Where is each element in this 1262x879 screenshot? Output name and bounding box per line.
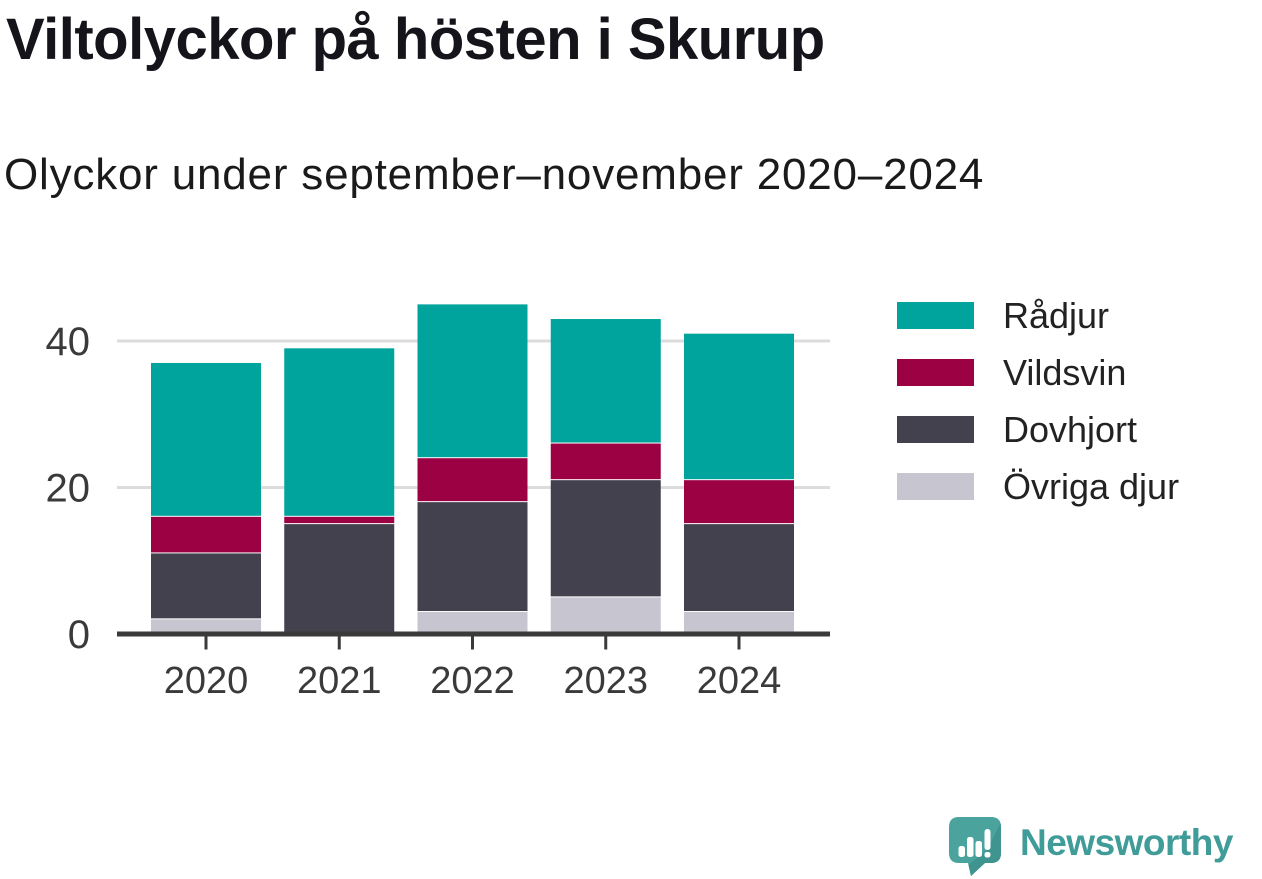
legend-swatch (897, 302, 974, 329)
bar-segment (151, 553, 261, 619)
x-axis-tick (737, 636, 741, 650)
legend-label: Rådjur (1003, 294, 1110, 336)
bar-segment (684, 333, 794, 480)
brand-name: Newsworthy (1020, 822, 1233, 863)
x-axis-label: 2021 (297, 660, 382, 702)
bar-segment (417, 502, 528, 612)
x-axis-label: 2020 (164, 660, 249, 702)
x-axis-tick (604, 636, 608, 650)
bar-segment (550, 319, 661, 443)
bar-segment (684, 524, 794, 612)
legend-item: Dovhjort (897, 411, 1179, 447)
x-axis-tick (337, 636, 341, 650)
legend-item: Övriga djur (897, 468, 1179, 504)
bar-segment (151, 619, 261, 633)
bar-segment (417, 304, 528, 458)
legend-item: Vildsvin (897, 354, 1179, 390)
bar-segment (284, 516, 395, 524)
bar-segment (550, 443, 661, 480)
bar-segment (151, 516, 261, 553)
x-axis-tick (204, 636, 208, 650)
legend-swatch (897, 416, 974, 443)
bar-segment (151, 362, 261, 516)
legend-label: Övriga djur (1003, 465, 1180, 507)
bar-segment (284, 524, 395, 633)
bar-segment (550, 597, 661, 633)
chart-subtitle: Olyckor under september–november 2020–20… (4, 150, 985, 199)
x-axis-label: 2023 (563, 660, 648, 702)
y-axis-label: 40 (46, 320, 91, 364)
legend-swatch (897, 473, 974, 500)
bar-segment (684, 480, 794, 524)
x-axis-tick (471, 636, 474, 650)
newsworthy-logo-icon (949, 817, 1001, 876)
bar-segment (417, 458, 528, 502)
x-axis-line (117, 631, 830, 637)
chart-title: Viltolyckor på hösten i Skurup (6, 7, 825, 72)
logo-bubble-shade (953, 818, 1001, 876)
legend-item: Rådjur (897, 297, 1179, 333)
x-axis-label: 2024 (697, 660, 782, 702)
chart-legend: Rådjur Vildsvin Dovhjort Övriga djur (897, 297, 1179, 530)
bar-segment (550, 480, 661, 597)
stacked-bar-chart: 2020 2021 2022 2023 2024 0 20 40 (46, 304, 830, 702)
x-axis-label: 2022 (430, 660, 515, 702)
bar-segment (684, 612, 794, 633)
bar-segment (284, 348, 395, 516)
legend-label: Vildsvin (1003, 351, 1127, 393)
y-axis-label: 0 (68, 613, 90, 657)
bar-segment (417, 612, 528, 633)
y-axis-label: 20 (46, 467, 91, 511)
legend-swatch (897, 359, 974, 386)
logo-bar-chart-glyph (958, 829, 991, 858)
legend-label: Dovhjort (1003, 408, 1138, 450)
